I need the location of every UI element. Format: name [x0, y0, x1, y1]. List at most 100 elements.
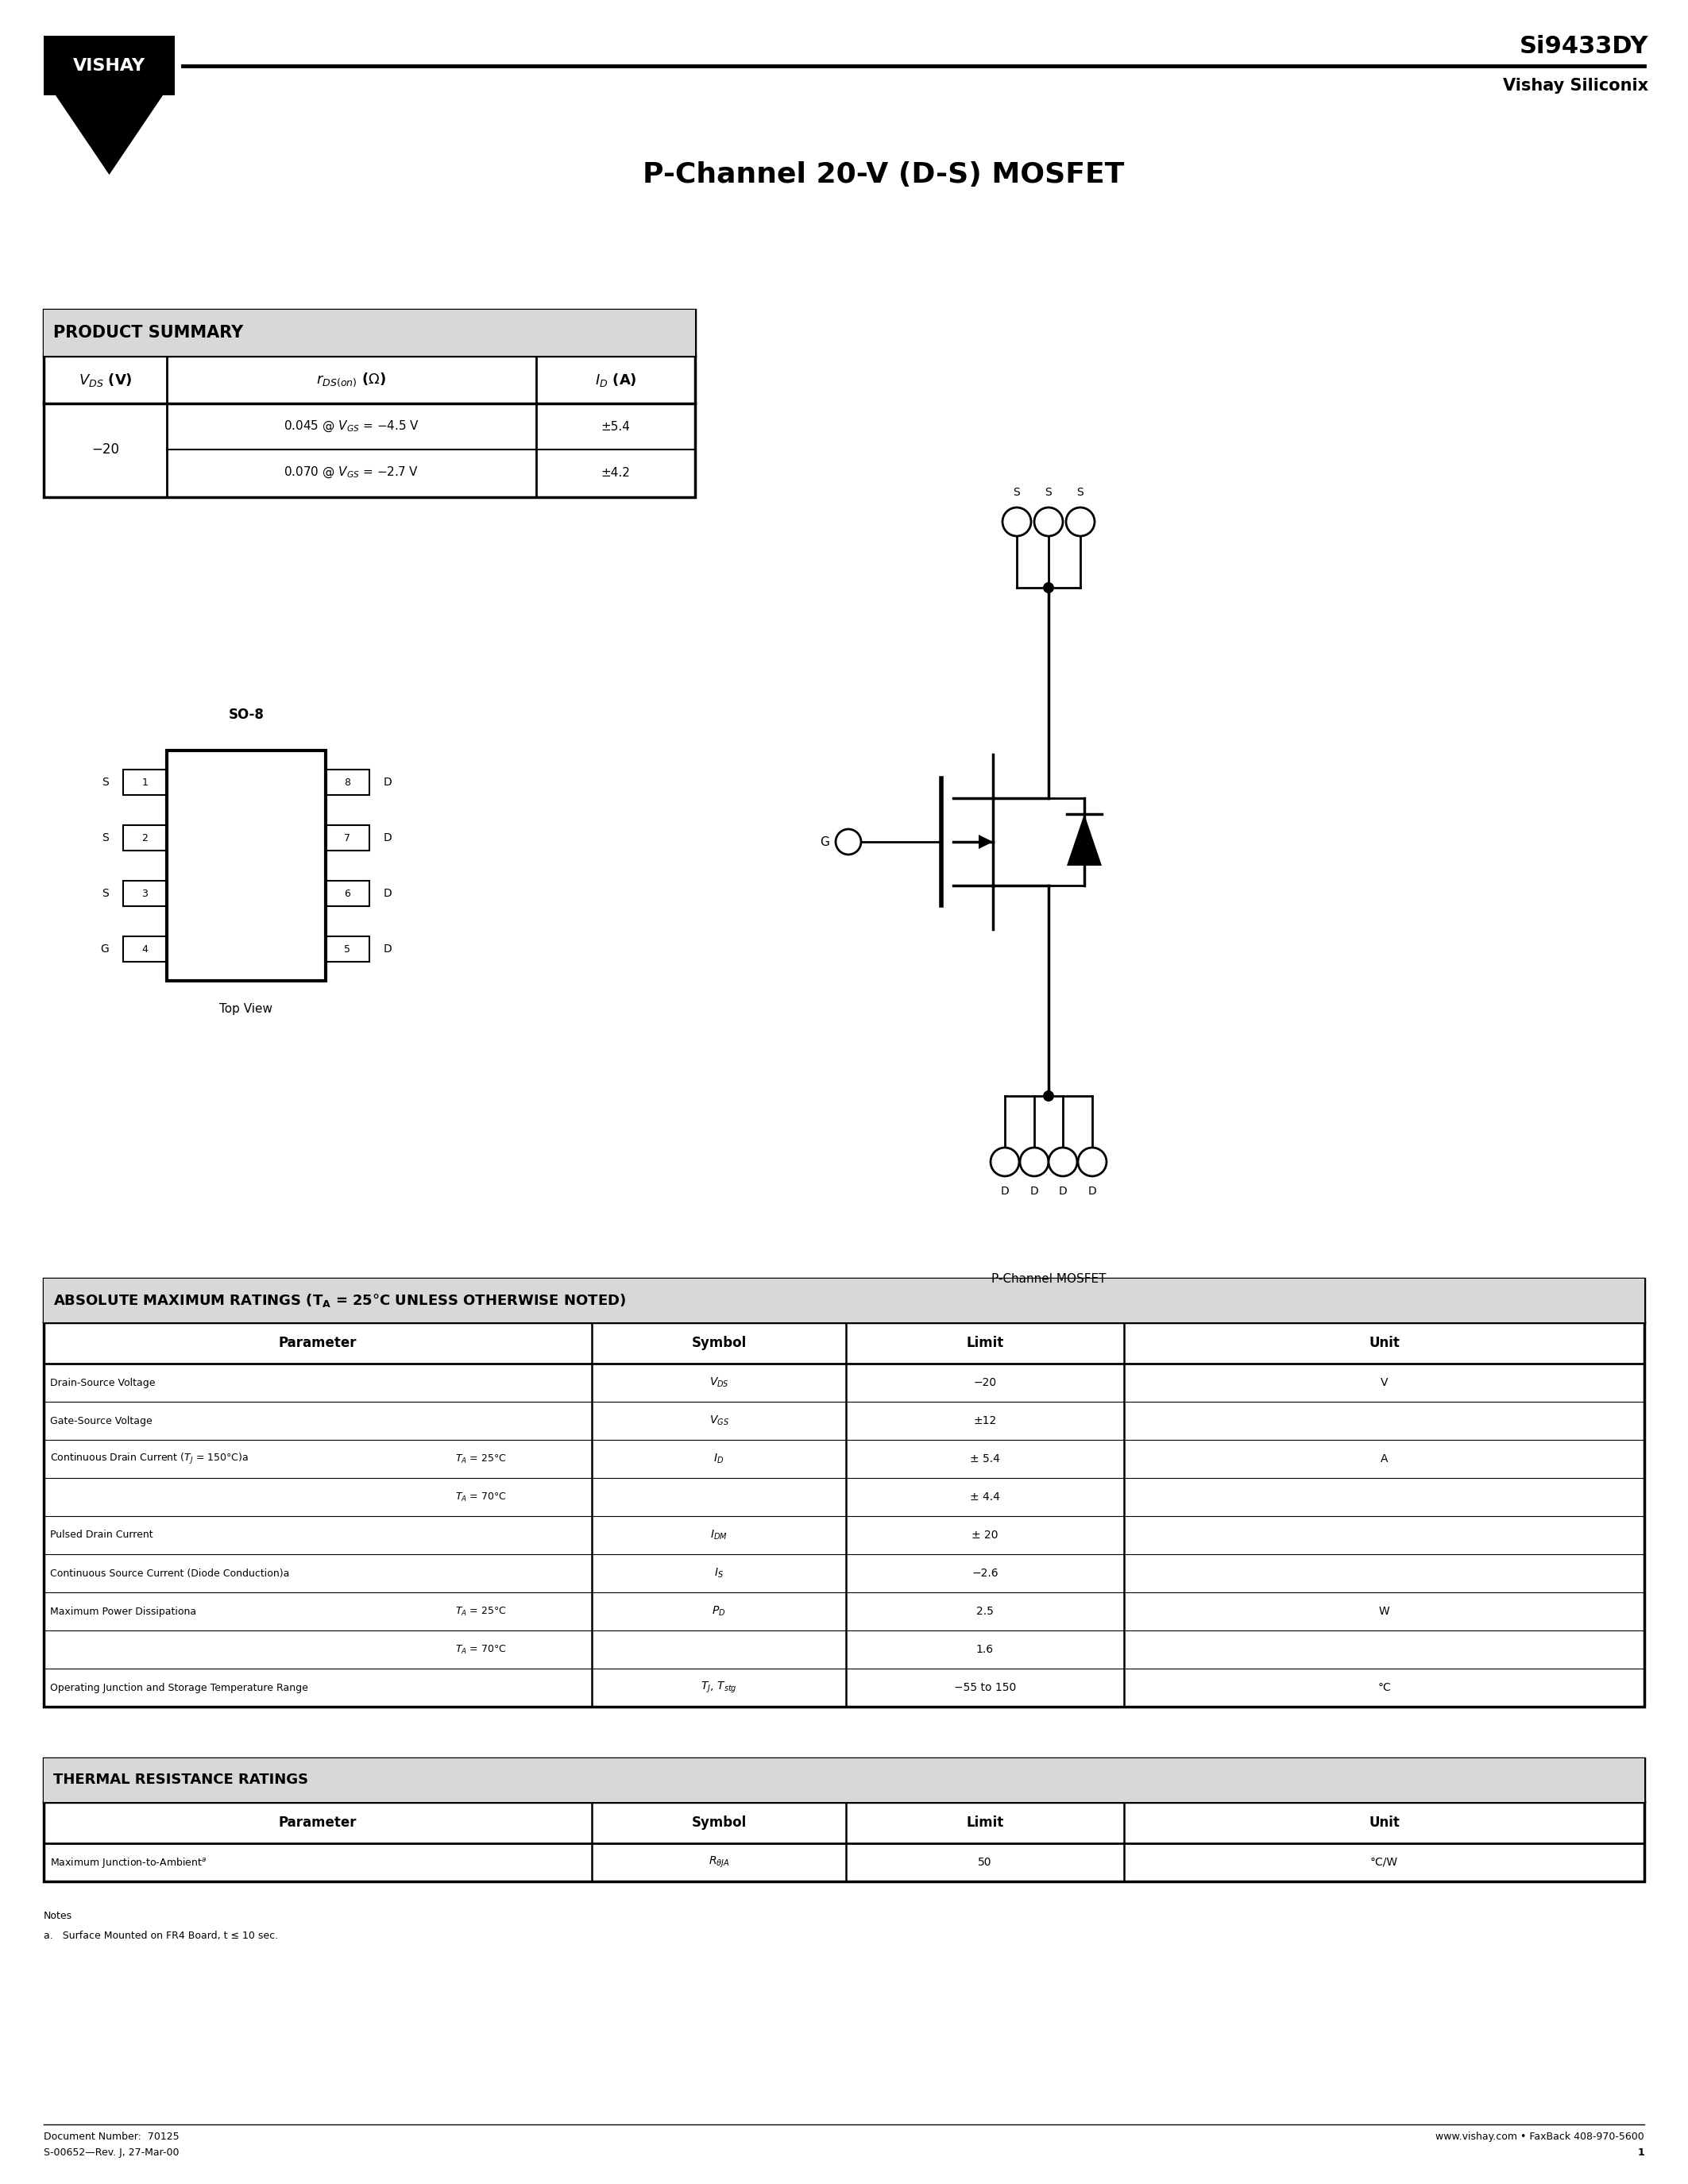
Circle shape — [1079, 1147, 1107, 1177]
Bar — [123, 937, 167, 961]
Text: Limit: Limit — [966, 1815, 1004, 1830]
Text: S-00652—Rev. J, 27-Mar-00: S-00652—Rev. J, 27-Mar-00 — [44, 2147, 179, 2158]
Polygon shape — [979, 834, 993, 850]
Text: a.   Surface Mounted on FR4 Board, t ≤ 10 sec.: a. Surface Mounted on FR4 Board, t ≤ 10 … — [44, 1931, 279, 1942]
Text: $V_{DS}$: $V_{DS}$ — [709, 1376, 729, 1389]
Text: D: D — [1089, 1186, 1097, 1197]
Text: S: S — [101, 832, 108, 843]
Text: $T_A$ = 25°C: $T_A$ = 25°C — [454, 1452, 506, 1465]
Text: ±4.2: ±4.2 — [601, 467, 630, 478]
Text: Unit: Unit — [1369, 1815, 1399, 1830]
Text: Unit: Unit — [1369, 1337, 1399, 1350]
Text: Operating Junction and Storage Temperature Range: Operating Junction and Storage Temperatu… — [51, 1682, 309, 1693]
Text: D: D — [1030, 1186, 1038, 1197]
Text: $R_{\theta JA}$: $R_{\theta JA}$ — [709, 1854, 729, 1870]
Text: Maximum Junction-to-Ambient$^a$: Maximum Junction-to-Ambient$^a$ — [51, 1856, 206, 1870]
Bar — [44, 310, 695, 356]
Circle shape — [1043, 583, 1053, 594]
Text: Continuous Source Current (Diode Conduction)a: Continuous Source Current (Diode Conduct… — [51, 1568, 289, 1579]
Text: Drain-Source Voltage: Drain-Source Voltage — [51, 1378, 155, 1387]
Text: 0.045 @ $V_{GS}$ = $-$4.5 V: 0.045 @ $V_{GS}$ = $-$4.5 V — [284, 419, 420, 435]
Text: 2.5: 2.5 — [976, 1605, 994, 1616]
Bar — [326, 769, 370, 795]
Text: G: G — [100, 943, 108, 954]
Circle shape — [1048, 1147, 1077, 1177]
Text: $I_S$: $I_S$ — [714, 1566, 724, 1579]
Text: $T_J$, $T_{stg}$: $T_J$, $T_{stg}$ — [701, 1679, 738, 1695]
Text: www.vishay.com • FaxBack 408-970-5600: www.vishay.com • FaxBack 408-970-5600 — [1435, 2132, 1644, 2143]
Text: $T_A$ = 70°C: $T_A$ = 70°C — [454, 1492, 506, 1503]
Circle shape — [1035, 507, 1063, 535]
Text: S: S — [101, 889, 108, 900]
Text: 7: 7 — [344, 832, 351, 843]
Text: SO-8: SO-8 — [228, 708, 263, 723]
Text: G: G — [820, 836, 829, 847]
Text: Vishay Siliconix: Vishay Siliconix — [1502, 79, 1647, 94]
Text: 1.6: 1.6 — [976, 1645, 994, 1655]
Text: VISHAY: VISHAY — [73, 57, 145, 74]
Text: $I_{DM}$: $I_{DM}$ — [711, 1529, 728, 1542]
Text: Si9433DY: Si9433DY — [1519, 35, 1647, 57]
Text: ± 20: ± 20 — [972, 1529, 998, 1540]
Circle shape — [1067, 507, 1094, 535]
Text: D: D — [383, 943, 392, 954]
Text: ±5.4: ±5.4 — [601, 422, 630, 432]
Text: $T_A$ = 25°C: $T_A$ = 25°C — [454, 1605, 506, 1618]
Text: S: S — [1013, 487, 1020, 498]
Bar — [44, 1758, 1644, 1880]
Text: P-Channel MOSFET: P-Channel MOSFET — [991, 1273, 1106, 1284]
Text: −55 to 150: −55 to 150 — [954, 1682, 1016, 1693]
Bar — [44, 1278, 1644, 1706]
Text: $I_D$ (A): $I_D$ (A) — [594, 371, 636, 389]
Text: A: A — [1381, 1452, 1388, 1465]
Bar — [326, 937, 370, 961]
Bar — [326, 880, 370, 906]
Text: Top View: Top View — [219, 1002, 273, 1016]
Text: D: D — [1001, 1186, 1009, 1197]
Polygon shape — [56, 96, 162, 175]
Text: S: S — [101, 778, 108, 788]
Text: THERMAL RESISTANCE RATINGS: THERMAL RESISTANCE RATINGS — [54, 1773, 309, 1787]
Text: −2.6: −2.6 — [972, 1568, 998, 1579]
Text: $V_{GS}$: $V_{GS}$ — [709, 1415, 729, 1428]
Text: ±12: ±12 — [974, 1415, 996, 1426]
Bar — [326, 826, 370, 850]
Circle shape — [1043, 1090, 1053, 1101]
Text: Parameter: Parameter — [279, 1815, 356, 1830]
Text: ABSOLUTE MAXIMUM RATINGS ($\mathbf{T_A}$ = 25°C UNLESS OTHERWISE NOTED): ABSOLUTE MAXIMUM RATINGS ($\mathbf{T_A}$… — [54, 1293, 626, 1308]
Circle shape — [836, 830, 861, 854]
Text: D: D — [1058, 1186, 1067, 1197]
Text: 5: 5 — [344, 943, 351, 954]
Bar — [123, 769, 167, 795]
Text: Symbol: Symbol — [692, 1815, 746, 1830]
Text: Symbol: Symbol — [692, 1337, 746, 1350]
Text: Continuous Drain Current ($T_J$ = 150°C)a: Continuous Drain Current ($T_J$ = 150°C)… — [51, 1452, 248, 1465]
Text: $r_{DS(on)}$ ($\Omega$): $r_{DS(on)}$ ($\Omega$) — [317, 371, 387, 389]
Text: W: W — [1379, 1605, 1389, 1616]
Text: 50: 50 — [977, 1856, 993, 1867]
Text: ± 4.4: ± 4.4 — [971, 1492, 999, 1503]
Text: −20: −20 — [91, 443, 120, 456]
Text: Notes: Notes — [44, 1911, 73, 1922]
Text: 1: 1 — [1637, 2147, 1644, 2158]
Bar — [123, 880, 167, 906]
Text: 0.070 @ $V_{GS}$ = $-$2.7 V: 0.070 @ $V_{GS}$ = $-$2.7 V — [284, 465, 419, 480]
Text: 2: 2 — [142, 832, 149, 843]
Text: °C: °C — [1377, 1682, 1391, 1693]
Text: 4: 4 — [142, 943, 149, 954]
Text: Limit: Limit — [966, 1337, 1004, 1350]
Text: Maximum Power Dissipationa: Maximum Power Dissipationa — [51, 1605, 196, 1616]
Text: $V_{DS}$ (V): $V_{DS}$ (V) — [78, 371, 132, 389]
Text: $T_A$ = 70°C: $T_A$ = 70°C — [454, 1645, 506, 1655]
Text: Pulsed Drain Current: Pulsed Drain Current — [51, 1531, 154, 1540]
Bar — [44, 1758, 1644, 1802]
Polygon shape — [1067, 815, 1102, 865]
Text: °C/W: °C/W — [1371, 1856, 1398, 1867]
Bar — [44, 310, 695, 498]
Bar — [167, 751, 326, 981]
Circle shape — [1020, 1147, 1048, 1177]
Text: S: S — [1077, 487, 1084, 498]
Bar — [123, 826, 167, 850]
Text: PRODUCT SUMMARY: PRODUCT SUMMARY — [54, 325, 243, 341]
Text: 6: 6 — [344, 889, 351, 898]
